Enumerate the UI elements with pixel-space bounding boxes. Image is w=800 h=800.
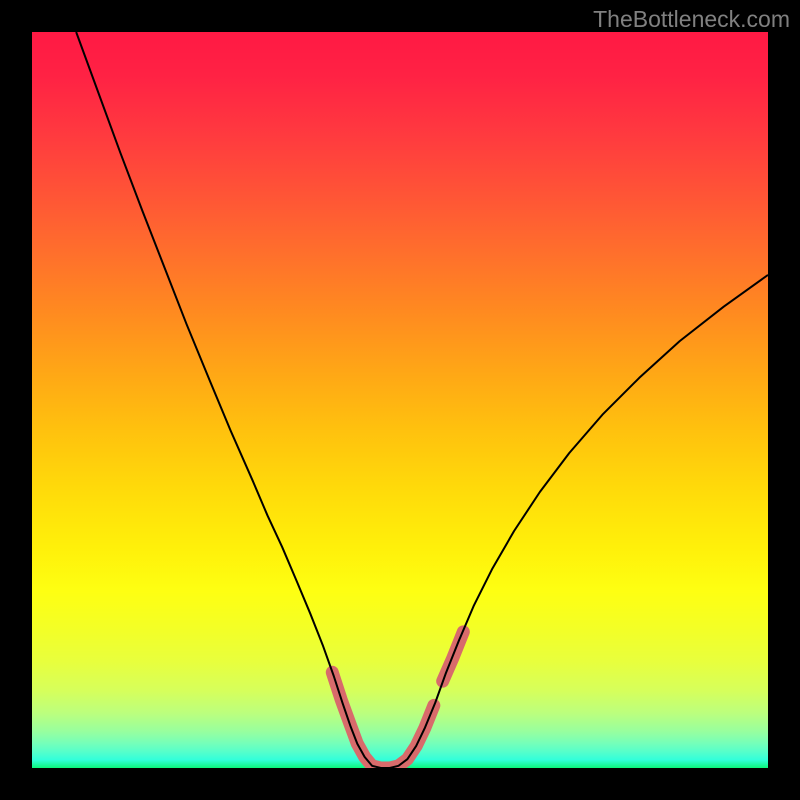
watermark-text: TheBottleneck.com xyxy=(593,6,790,33)
curve-svg xyxy=(32,32,768,768)
bottleneck-curve xyxy=(76,32,768,768)
plot-area xyxy=(32,32,768,768)
